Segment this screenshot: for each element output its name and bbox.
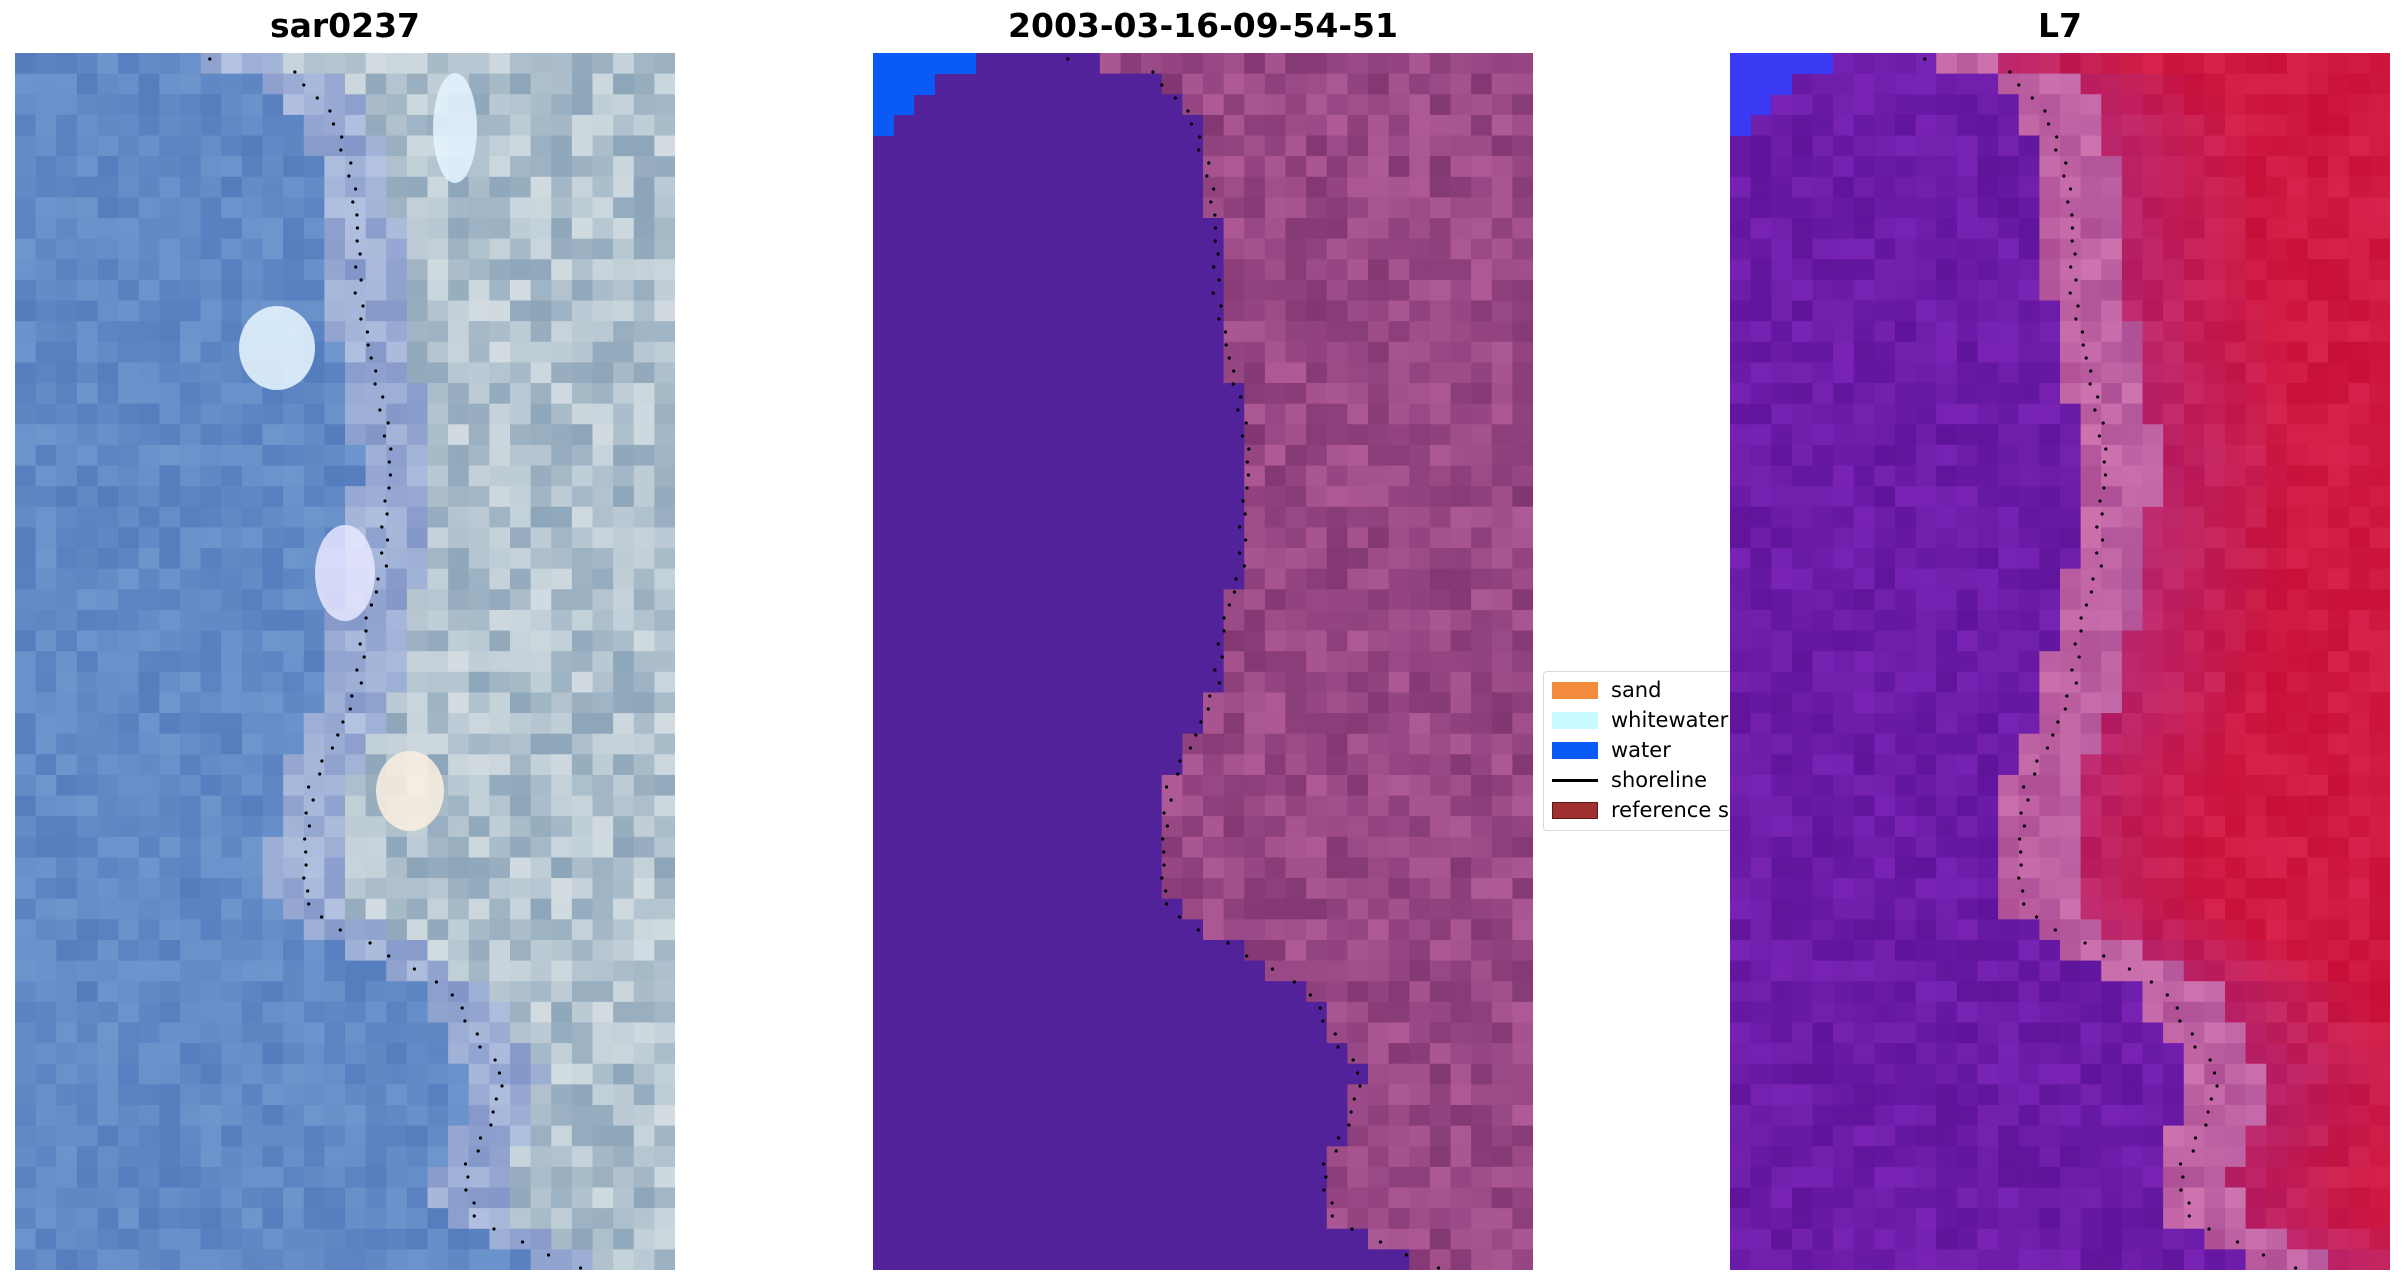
classified-image — [873, 53, 1533, 1270]
index-image — [1730, 53, 2390, 1270]
legend-label: water — [1611, 738, 1671, 762]
legend-label: whitewater — [1611, 708, 1729, 732]
panel-title-classified: 2003-03-16-09-54-51 — [1008, 6, 1398, 45]
legend-label: sand — [1611, 678, 1662, 702]
reference-shoreline-swatch — [1552, 802, 1598, 819]
legend-label: shoreline — [1611, 768, 1708, 792]
classified-image-canvas — [873, 53, 1533, 1270]
index-image-canvas — [1730, 53, 2390, 1270]
legend-label: reference shoreline — [1611, 798, 1732, 822]
shoreline-line-icon — [1552, 779, 1598, 782]
rgb-image-canvas — [15, 53, 675, 1270]
panel-title-index: L7 — [2038, 6, 2082, 45]
shoreline-dots — [208, 57, 583, 1270]
water-swatch — [1552, 742, 1598, 759]
sand-swatch — [1552, 682, 1598, 699]
rgb-satellite-image — [15, 53, 675, 1270]
shoreline-dots — [1066, 57, 1441, 1270]
whitewater-swatch — [1552, 712, 1598, 729]
legend: sand whitewater water shoreline referenc… — [1543, 671, 1733, 831]
panel-title-rgb: sar0237 — [269, 6, 421, 45]
shoreline-dots — [1923, 57, 2298, 1270]
